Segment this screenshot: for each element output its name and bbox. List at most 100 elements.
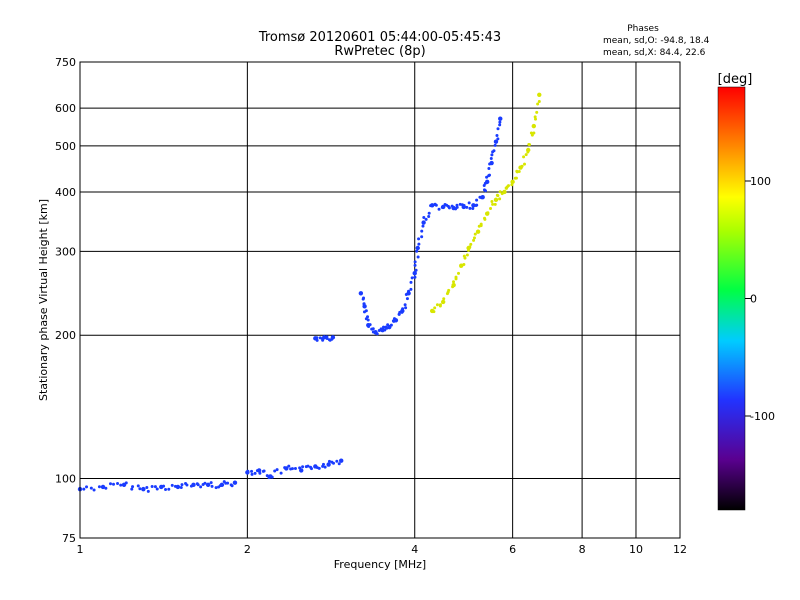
data-point (529, 131, 533, 135)
data-point (498, 197, 502, 201)
data-point (465, 253, 469, 257)
data-point (526, 147, 531, 153)
y-tick-label: 600 (55, 102, 76, 115)
data-point (498, 120, 502, 124)
data-point (413, 275, 417, 279)
data-point (498, 190, 502, 194)
data-point (440, 299, 446, 305)
data-point (339, 458, 344, 463)
data-point (455, 205, 459, 209)
data-point (309, 467, 313, 471)
x-tick-label: 4 (411, 543, 418, 556)
data-point (523, 162, 527, 166)
data-point (517, 170, 521, 174)
data-point (326, 462, 331, 467)
data-point (475, 229, 481, 234)
data-point (141, 486, 146, 492)
y-tick-label: 75 (62, 532, 76, 545)
colorbar-tick-label: -100 (750, 410, 775, 423)
data-point (382, 325, 386, 329)
x-tick-label: 10 (629, 543, 643, 556)
data-point (331, 461, 335, 465)
data-point (209, 481, 213, 485)
chart-subtitle: RwPretec (8p) (334, 44, 425, 59)
data-point (496, 137, 500, 141)
data-point (191, 482, 196, 488)
data-point (92, 488, 96, 492)
data-point (424, 217, 428, 221)
data-point (475, 203, 479, 207)
data-point (299, 468, 304, 473)
data-point (82, 487, 86, 491)
data-point (490, 153, 494, 157)
data-point (179, 486, 183, 490)
data-point (138, 487, 142, 491)
data-point (536, 102, 540, 106)
x-tick-label: 8 (579, 543, 586, 556)
data-point (162, 484, 166, 488)
data-point (469, 242, 473, 246)
data-point (475, 198, 479, 202)
data-point (394, 318, 398, 322)
data-point (108, 482, 112, 486)
data-point (203, 481, 207, 485)
data-point (375, 332, 379, 336)
data-point (359, 291, 363, 295)
data-point (403, 303, 407, 307)
data-point (315, 336, 319, 340)
data-point (454, 275, 458, 279)
data-point (435, 303, 439, 307)
data-point (279, 471, 283, 475)
grid-lines (80, 62, 680, 538)
data-point (362, 310, 366, 314)
data-point (532, 131, 536, 135)
data-point (534, 117, 538, 121)
data-point (265, 474, 269, 478)
data-point (471, 207, 475, 211)
y-tick-label: 200 (55, 329, 76, 342)
y-tick-label: 400 (55, 186, 76, 199)
data-point (124, 481, 128, 485)
data-points (77, 92, 542, 493)
data-point (420, 229, 424, 233)
data-point (409, 280, 413, 284)
data-point (484, 179, 490, 185)
data-point (537, 100, 541, 104)
data-point (284, 466, 289, 471)
data-point (489, 156, 493, 160)
data-point (119, 483, 123, 487)
x-tick-label: 2 (244, 543, 251, 556)
data-point (293, 467, 297, 471)
phases-o-stats: mean, sd,O: -94.8, 18.4 (603, 36, 710, 46)
data-point (483, 189, 487, 193)
data-point (465, 205, 469, 209)
data-point (335, 459, 339, 463)
data-point (471, 203, 476, 208)
data-point (427, 214, 431, 218)
data-point (447, 206, 451, 210)
data-point (104, 486, 108, 490)
data-point (136, 484, 140, 488)
data-point (226, 481, 230, 485)
x-tick-label: 6 (509, 543, 516, 556)
data-point (514, 176, 518, 180)
data-point (100, 484, 106, 490)
data-point (261, 469, 265, 473)
data-point (389, 323, 393, 327)
data-point (150, 484, 154, 488)
data-point (306, 464, 310, 468)
data-point (487, 166, 491, 170)
data-point (421, 224, 425, 228)
data-point (164, 488, 168, 492)
data-point (414, 268, 418, 272)
data-point (522, 155, 526, 159)
data-point (416, 255, 420, 259)
data-point (366, 315, 370, 319)
data-point (506, 184, 510, 188)
data-point (417, 237, 421, 241)
data-point (256, 468, 262, 473)
data-point (315, 338, 319, 342)
data-point (438, 303, 442, 307)
data-point (498, 123, 502, 127)
data-point (422, 216, 426, 220)
